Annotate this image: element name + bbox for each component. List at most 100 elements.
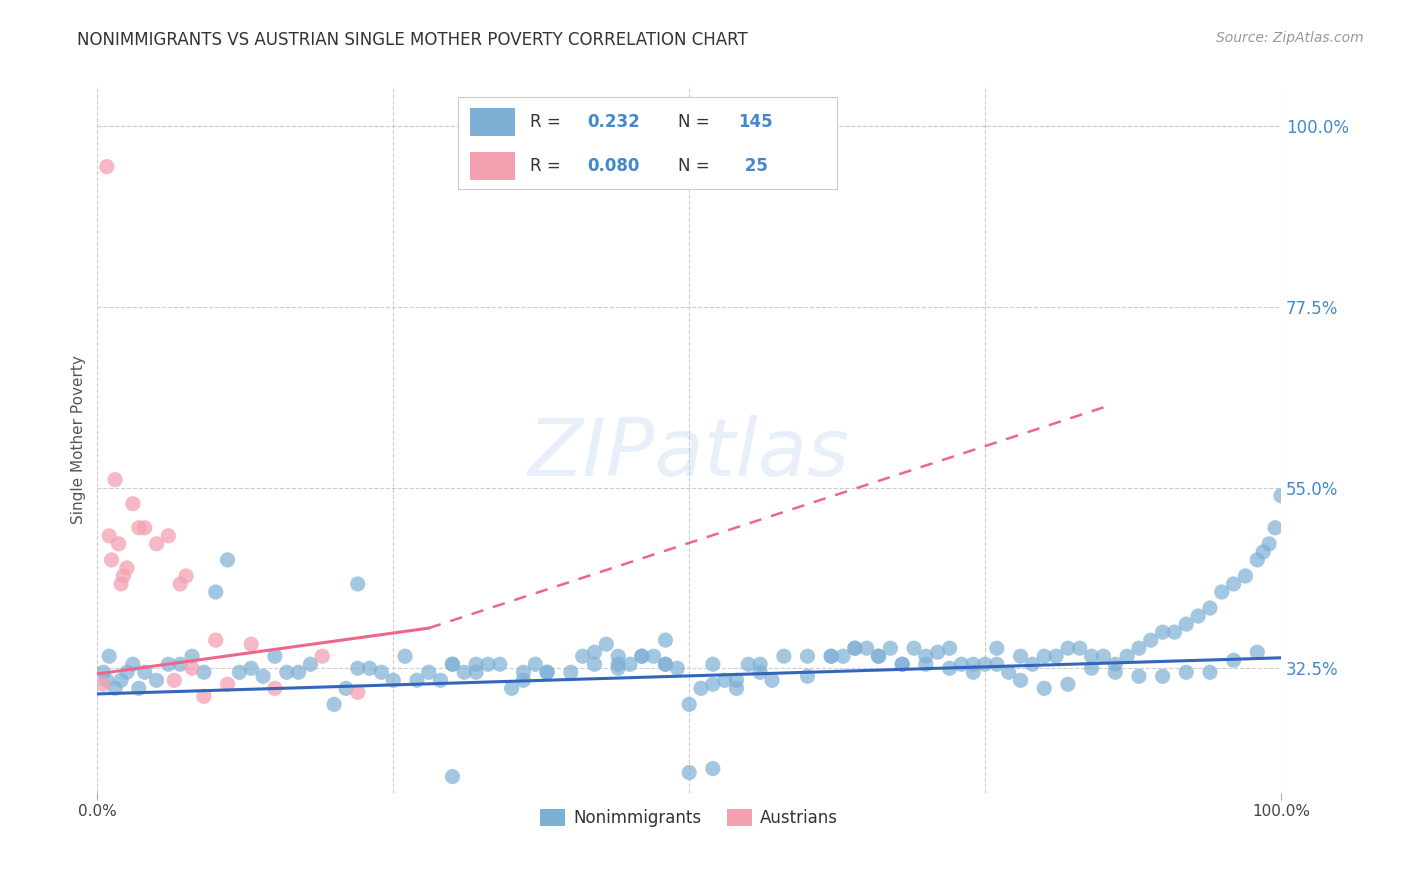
Point [453,665,475,680]
Point [193,690,215,704]
Point [1251,545,1274,559]
Point [163,673,186,688]
Point [630,649,652,664]
Point [607,657,630,672]
Point [891,657,914,672]
Point [501,681,523,696]
Point [98,529,121,543]
Point [962,657,984,672]
Point [820,649,842,664]
Point [418,665,440,680]
Point [1128,669,1150,683]
Point [193,665,215,680]
Point [702,657,724,672]
Point [654,633,676,648]
Point [264,681,287,696]
Point [441,770,464,784]
Point [986,641,1008,656]
Point [240,661,263,675]
Point [560,665,582,680]
Point [903,641,925,656]
Point [488,657,510,672]
Point [844,641,866,656]
Point [145,673,167,688]
Point [96,673,118,688]
Point [1139,633,1161,648]
Point [441,657,464,672]
Point [96,160,118,174]
Point [997,665,1019,680]
Point [110,577,132,591]
Point [134,665,156,680]
Point [128,681,150,696]
Point [879,641,901,656]
Point [174,569,197,583]
Point [1246,645,1268,659]
Point [204,633,226,648]
Point [115,561,138,575]
Point [477,657,499,672]
Point [1199,665,1222,680]
Point [1010,649,1032,664]
Point [346,685,368,699]
Point [128,521,150,535]
Point [91,677,114,691]
Point [713,673,735,688]
Text: NONIMMIGRANTS VS AUSTRIAN SINGLE MOTHER POVERTY CORRELATION CHART: NONIMMIGRANTS VS AUSTRIAN SINGLE MOTHER … [77,31,748,49]
Point [1175,665,1198,680]
Point [104,681,127,696]
Point [820,649,842,664]
Point [100,553,122,567]
Point [1092,649,1115,664]
Point [844,641,866,656]
Point [630,649,652,664]
Point [1128,641,1150,656]
Point [1057,641,1080,656]
Point [299,657,322,672]
Point [181,661,204,675]
Point [1010,673,1032,688]
Point [678,698,700,712]
Point [761,673,783,688]
Point [536,665,558,680]
Point [1152,625,1174,640]
Point [441,657,464,672]
Point [157,529,180,543]
Point [962,665,984,680]
Point [524,657,547,672]
Point [169,577,191,591]
Point [749,665,772,680]
Point [1222,653,1244,667]
Point [690,681,713,696]
Point [181,649,204,664]
Point [110,673,132,688]
Point [1057,677,1080,691]
Point [915,649,938,664]
Point [986,657,1008,672]
Point [1246,553,1268,567]
Text: Source: ZipAtlas.com: Source: ZipAtlas.com [1216,31,1364,45]
Point [359,661,381,675]
Point [938,661,960,675]
Point [104,473,127,487]
Point [311,649,333,664]
Point [394,649,416,664]
Point [796,649,818,664]
Point [1222,577,1244,591]
Text: ZIPatlas: ZIPatlas [529,415,851,492]
Point [240,637,263,651]
Point [666,661,689,675]
Point [264,649,287,664]
Point [1175,617,1198,632]
Point [536,665,558,680]
Point [571,649,593,664]
Point [832,649,855,664]
Point [737,657,759,672]
Point [346,661,368,675]
Point [1264,521,1286,535]
Point [1211,585,1233,599]
Point [619,657,641,672]
Point [382,673,405,688]
Point [607,649,630,664]
Point [749,657,772,672]
